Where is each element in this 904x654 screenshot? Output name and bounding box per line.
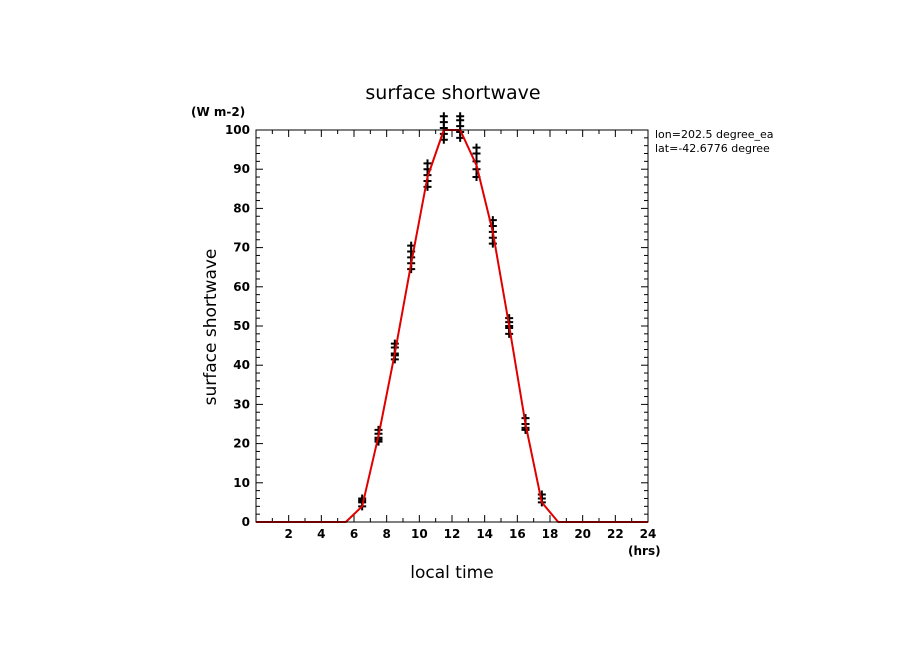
axis-ticks <box>256 129 649 523</box>
series-lines <box>256 129 648 523</box>
x-tick-label: 12 <box>444 527 461 541</box>
y-tick-label: 40 <box>233 358 250 372</box>
x-tick-label: 18 <box>542 527 559 541</box>
x-tick-label: 20 <box>574 527 591 541</box>
scatter-point <box>456 112 465 121</box>
scatter-point <box>439 112 448 121</box>
y-tick-label: 30 <box>233 397 250 411</box>
x-tick-label: 4 <box>317 527 325 541</box>
y-tick-label: 100 <box>225 123 250 137</box>
x-tick-label: 24 <box>640 527 657 541</box>
chart-title: surface shortwave <box>365 82 540 104</box>
scatter-point <box>472 143 481 152</box>
y-tick-label: 90 <box>233 162 250 176</box>
x-tick-label: 14 <box>476 527 493 541</box>
y-axis-label: surface shortwave <box>201 249 221 406</box>
y-tick-label: 10 <box>233 476 250 490</box>
scatter-markers <box>358 112 546 511</box>
annotation-lat: lat=-42.6776 degree <box>655 142 770 155</box>
series-line <box>256 129 648 523</box>
x-tick-label: 2 <box>284 527 292 541</box>
x-tick-label: 8 <box>382 527 390 541</box>
x-tick-label: 22 <box>607 527 624 541</box>
y-tick-label: 50 <box>233 319 250 333</box>
y-tick-label: 70 <box>233 241 250 255</box>
y-tick-label: 0 <box>242 515 250 529</box>
tick-labels: 2 4 6 8 10 12 14 16 18 20 22 2401020304050607080901… <box>225 123 656 541</box>
y-tick-label: 80 <box>233 201 250 215</box>
x-tick-label: 6 <box>350 527 358 541</box>
annotation-lon: lon=202.5 degree_ea <box>655 128 774 141</box>
plot-frame <box>255 129 649 523</box>
y-tick-label: 20 <box>233 437 250 451</box>
x-tick-label: 16 <box>509 527 526 541</box>
x-unit-label: (hrs) <box>628 544 661 558</box>
x-axis-label: local time <box>410 563 493 583</box>
x-tick-label: 10 <box>411 527 428 541</box>
scatter-point <box>423 159 432 168</box>
y-tick-label: 60 <box>233 280 250 294</box>
y-unit-label: (W m-2) <box>191 105 245 119</box>
